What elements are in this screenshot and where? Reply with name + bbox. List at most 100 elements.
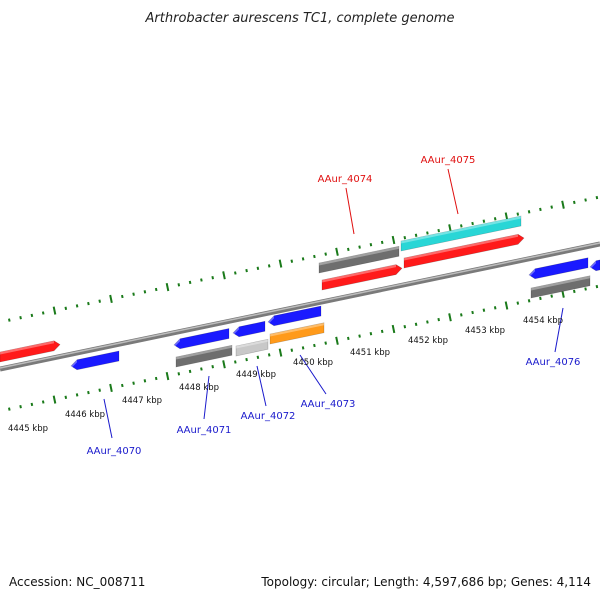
gene-aaur-4072[interactable] [232,320,266,338]
map-title: Arthrobacter aurescens TC1, complete gen… [145,11,455,26]
upper-minor-tick [98,299,101,303]
upper-minor-tick [30,313,34,318]
gene-aaur-4075[interactable] [403,233,525,269]
lower-minor-tick [64,395,68,399]
gene-4074-locus[interactable] [318,245,400,274]
callout-line [256,365,267,407]
gene-aaur-4073[interactable] [267,305,322,327]
lower-minor-tick [19,405,22,409]
upper-minor-tick [154,287,158,292]
lower-minor-tick [200,367,203,371]
gene-right-edge-highlight [590,260,596,270]
gene-label[interactable]: AAur_4074 [318,174,373,185]
gene-label[interactable]: AAur_4075 [421,155,476,166]
lower-minor-tick [550,294,553,298]
callout-line [103,398,113,439]
gene-aaur-4075-highlight [404,234,518,261]
scale-label: 4445 kbp [8,424,48,434]
lower-minor-tick [290,348,294,352]
lower-minor-tick [369,332,373,336]
upper-minor-tick [539,207,542,212]
upper-major-tick [391,235,396,245]
scale-labels: 4445 kbp 4446 kbp 4447 kbp 4448 kbp 4449 kbp… [8,316,563,434]
gene-4076-locus[interactable] [530,275,591,299]
callout-line [345,187,355,235]
lower-major-tick [335,336,339,345]
gene-aaur-4074[interactable] [321,264,403,291]
gene-red-left[interactable] [0,340,61,363]
gene-4073-locus[interactable] [269,322,325,345]
upper-minor-tick [256,266,260,270]
lower-minor-tick [539,296,542,301]
upper-minor-tick [245,268,248,273]
gene-aaur-4074-highlight [322,264,396,283]
gene-label[interactable]: AAur_4073 [301,399,356,410]
upper-minor-tick [573,200,576,205]
upper-major-tick [278,259,283,268]
lower-minor-tick [132,381,135,385]
lower-major-tick [52,395,57,404]
gene-right-edge[interactable] [589,259,600,272]
gene-label[interactable]: AAur_4070 [87,446,142,457]
lower-tick-track [8,284,599,411]
lower-minor-tick [256,355,260,359]
upper-minor-tick [595,195,599,200]
gene-4075-locus[interactable] [400,215,522,252]
lower-minor-tick [267,353,271,357]
scale-label: 4454 kbp [523,316,563,326]
lower-minor-tick [177,372,181,376]
upper-minor-tick [527,210,531,214]
upper-minor-tick [121,294,124,299]
callout-line [554,307,564,353]
gene-aaur-4071[interactable] [173,328,230,350]
upper-minor-tick [19,316,22,320]
gene-aaur-4076[interactable] [528,257,589,280]
lower-minor-tick [471,310,474,315]
lower-minor-tick [41,400,45,404]
upper-major-tick [448,224,452,233]
genome-summary-text: Topology: circular; Length: 4,597,686 bp… [260,575,591,589]
lower-major-tick [391,324,396,334]
upper-major-tick [109,294,113,304]
upper-minor-tick [301,257,305,261]
upper-major-tick [561,200,565,209]
lower-minor-tick [380,329,384,334]
gene-4071-locus[interactable] [175,344,233,368]
scale-label: 4449 kbp [236,370,276,380]
lower-minor-tick [426,320,429,324]
lower-minor-tick [573,289,576,294]
upper-minor-tick [380,240,384,245]
lower-major-tick [278,348,283,357]
lower-major-tick [504,301,509,310]
gene-label[interactable]: AAur_4071 [177,425,232,436]
upper-minor-tick [347,247,350,252]
gene-aaur-4070[interactable] [70,350,120,371]
lower-minor-tick [313,343,316,348]
gene-4076-locus-highlight [531,275,590,291]
upper-minor-tick [132,292,135,296]
upper-minor-tick [437,228,440,233]
lower-major-tick [109,383,113,393]
lower-minor-tick [245,357,248,362]
gene-4075-locus-highlight [401,216,521,244]
upper-major-tick [52,306,57,315]
lower-minor-tick [460,313,463,317]
lower-minor-tick [30,402,34,407]
upper-major-tick [335,247,339,256]
lower-minor-tick [347,336,350,341]
lower-minor-tick [584,287,587,291]
lower-minor-tick [324,341,327,345]
gene-4072-locus[interactable] [235,338,269,357]
scale-label: 4451 kbp [350,348,390,358]
accession-text: Accession: NC_008711 [9,575,145,589]
upper-minor-tick [403,236,407,240]
gene-callouts: AAur_4070 AAur_4071 AAur_4072 AAur_4073 AAur… [87,155,581,457]
gene-label[interactable]: AAur_4072 [241,411,296,422]
upper-minor-tick [188,280,192,285]
scale-label: 4447 kbp [122,396,162,406]
gene-label[interactable]: AAur_4076 [526,357,581,368]
gene-4073-locus-highlight [270,322,324,337]
upper-minor-tick [200,278,203,282]
scale-label: 4452 kbp [408,336,448,346]
